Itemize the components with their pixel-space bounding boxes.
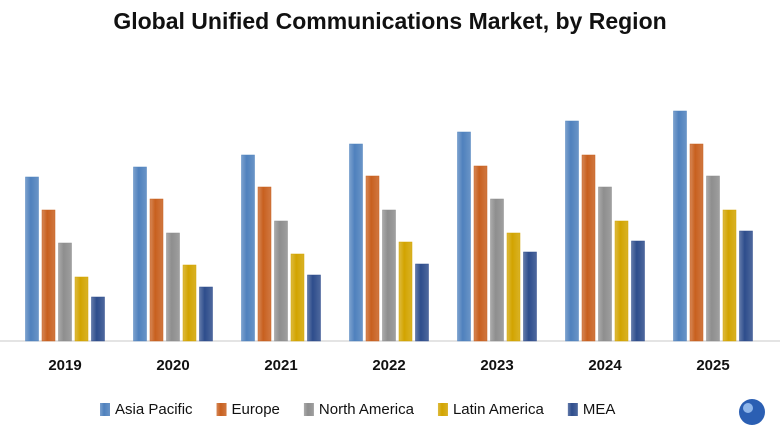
- bar: [598, 186, 612, 342]
- bar: [241, 154, 255, 342]
- legend-swatch: [216, 403, 227, 416]
- legend-swatch: [303, 403, 314, 416]
- legend-swatch: [100, 403, 110, 416]
- bar: [133, 166, 147, 342]
- legend-swatch: [437, 403, 448, 416]
- legend-label: MEA: [583, 401, 616, 418]
- x-tick-label: 2019: [48, 357, 81, 374]
- bar: [199, 286, 213, 342]
- x-tick-label: 2024: [588, 357, 622, 374]
- bar: [415, 263, 429, 342]
- bar: [149, 198, 164, 342]
- bar: [349, 143, 363, 342]
- bar: [565, 120, 579, 342]
- bar: [722, 209, 737, 342]
- x-tick-label: 2020: [156, 357, 189, 374]
- bar: [490, 198, 504, 342]
- x-tick-label: 2023: [480, 357, 513, 374]
- bar: [673, 110, 687, 342]
- chart-title: Global Unified Communications Market, by…: [113, 8, 666, 34]
- bar: [581, 154, 596, 342]
- x-tick-label: 2021: [264, 357, 297, 374]
- legend-label: North America: [319, 401, 415, 418]
- legend-label: Latin America: [453, 401, 545, 418]
- x-tick-label: 2022: [372, 357, 405, 374]
- legend-swatch: [567, 403, 578, 416]
- bar: [739, 230, 753, 342]
- bar: [41, 209, 56, 342]
- bar: [257, 186, 272, 342]
- bar: [398, 241, 413, 342]
- legend-label: Europe: [232, 401, 280, 418]
- x-tick-label: 2025: [696, 357, 729, 374]
- bar: [614, 220, 629, 342]
- bar: [274, 220, 288, 342]
- bar: [473, 165, 488, 342]
- bar: [506, 232, 521, 342]
- bar: [166, 232, 180, 342]
- bar: [365, 175, 380, 342]
- logo: [739, 399, 765, 425]
- bar: [25, 176, 39, 342]
- legend-label: Asia Pacific: [115, 401, 193, 418]
- bar: [631, 240, 645, 342]
- bar: [706, 175, 720, 342]
- bar: [523, 251, 537, 342]
- bar: [91, 296, 105, 342]
- bar: [290, 253, 305, 342]
- bar: [58, 242, 72, 342]
- bar: [307, 274, 321, 342]
- bar: [689, 143, 704, 342]
- bar: [457, 131, 471, 342]
- bar: [182, 264, 197, 342]
- bar: [74, 276, 89, 342]
- bar: [382, 209, 396, 342]
